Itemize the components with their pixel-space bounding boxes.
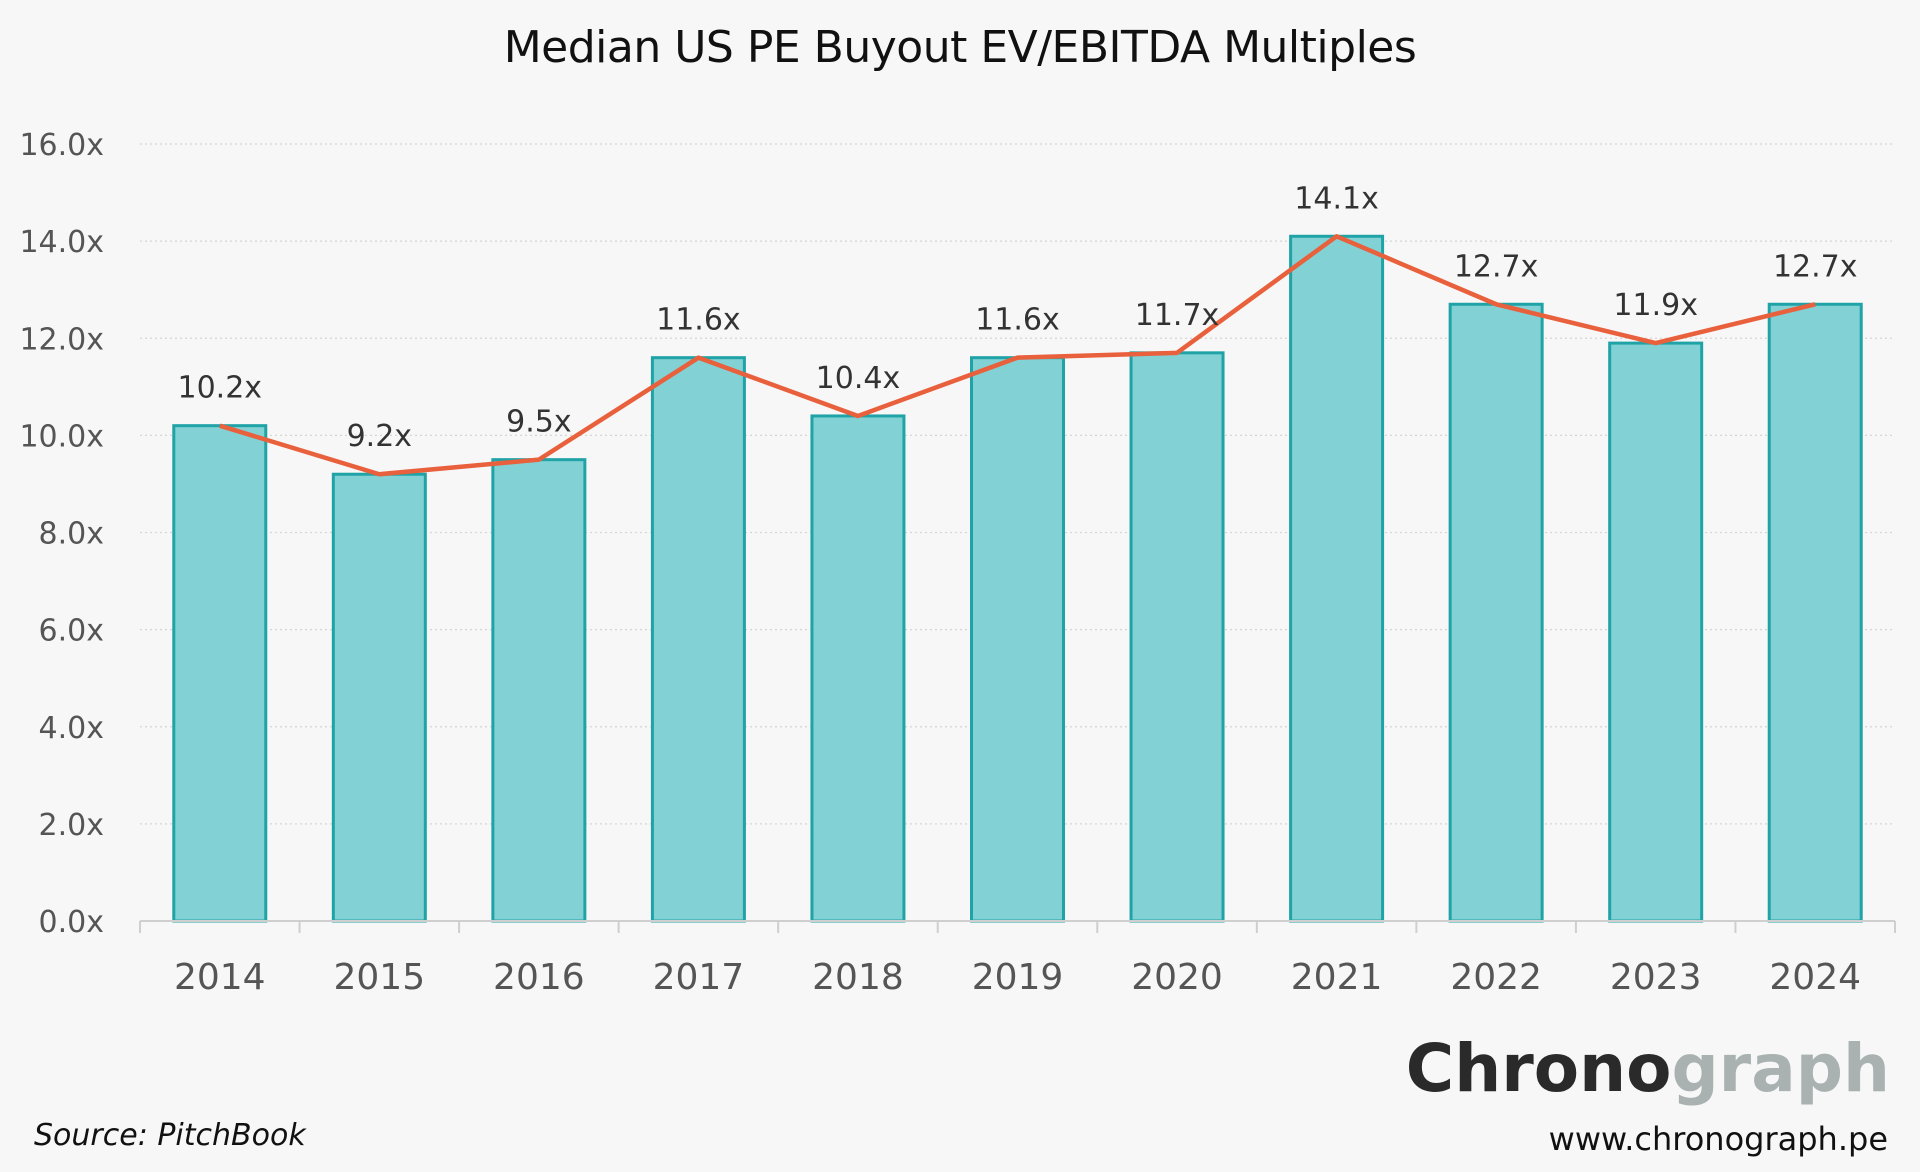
source-note: Source: PitchBook (34, 1118, 306, 1153)
x-tick-label: 2015 (334, 957, 426, 998)
bar-2015 (331, 472, 427, 923)
y-tick-label: 6.0x (39, 614, 104, 649)
y-tick-label: 16.0x (19, 128, 104, 163)
x-tick-label: 2019 (972, 957, 1064, 998)
data-labels: 10.2x 9.2x 9.5x 11.6x 10.4x 11.6x 11.7x 14.1x 12… (177, 181, 1857, 454)
chart-title: Median US PE Buyout EV/EBITDA Multiples (503, 22, 1417, 73)
data-label-2022: 12.7x (1454, 249, 1539, 284)
x-tick-label: 2014 (174, 957, 266, 998)
data-label-2024: 12.7x (1773, 249, 1858, 284)
y-tick-label: 2.0x (39, 808, 104, 843)
data-label-2020: 11.7x (1135, 298, 1220, 333)
x-tick-label: 2021 (1291, 957, 1383, 998)
data-label-2016: 9.5x (506, 405, 571, 440)
trend-line-path (219, 234, 1816, 477)
bar-2014 (172, 424, 268, 923)
data-label-2015: 9.2x (347, 419, 412, 454)
brand-logo-part1: Chrono (1405, 1030, 1672, 1107)
bar-2019 (970, 356, 1065, 923)
x-tick-label: 2023 (1610, 957, 1702, 998)
x-tick-label: 2024 (1769, 957, 1861, 998)
data-label-2023: 11.9x (1613, 288, 1698, 323)
bar-2016 (491, 458, 587, 923)
y-tick-label: 14.0x (19, 225, 104, 260)
data-label-2017: 11.6x (656, 303, 741, 338)
bar-2024 (1767, 302, 1863, 923)
y-tick-label: 10.0x (19, 419, 104, 454)
x-tick-label: 2020 (1131, 957, 1223, 998)
data-label-2018: 10.4x (816, 361, 901, 396)
y-axis: 0.0x 2.0x 4.0x 6.0x 8.0x 10.0x 12.0x 14.0x 16.0x (19, 128, 104, 940)
bar-2018 (810, 414, 906, 923)
x-tick-label: 2022 (1450, 957, 1542, 998)
brand-logo: Chronograph (1406, 1036, 1890, 1102)
y-tick-label: 0.0x (39, 905, 104, 940)
x-tick-label: 2016 (493, 957, 585, 998)
data-label-2021: 14.1x (1294, 181, 1379, 216)
trend-line (219, 234, 1816, 477)
bar-2017 (650, 356, 746, 923)
bar-2023 (1608, 341, 1704, 923)
website-url: www.chronograph.pe (1548, 1120, 1888, 1158)
x-tick-label: 2017 (653, 957, 745, 998)
x-axis: 2014 2015 2016 2017 2018 2019 2020 2021 2022 2023… (139, 920, 1896, 998)
y-tick-label: 8.0x (39, 517, 104, 552)
y-tick-label: 12.0x (19, 322, 104, 357)
y-tick-label: 4.0x (39, 711, 104, 746)
bar-2021 (1289, 234, 1385, 923)
data-label-2019: 11.6x (975, 303, 1060, 338)
x-tick-label: 2018 (812, 957, 904, 998)
bar-2020 (1129, 351, 1225, 923)
brand-logo-part2: graph (1671, 1030, 1890, 1107)
bar-2022 (1448, 302, 1544, 923)
data-label-2014: 10.2x (177, 371, 262, 406)
bars (172, 234, 1863, 923)
